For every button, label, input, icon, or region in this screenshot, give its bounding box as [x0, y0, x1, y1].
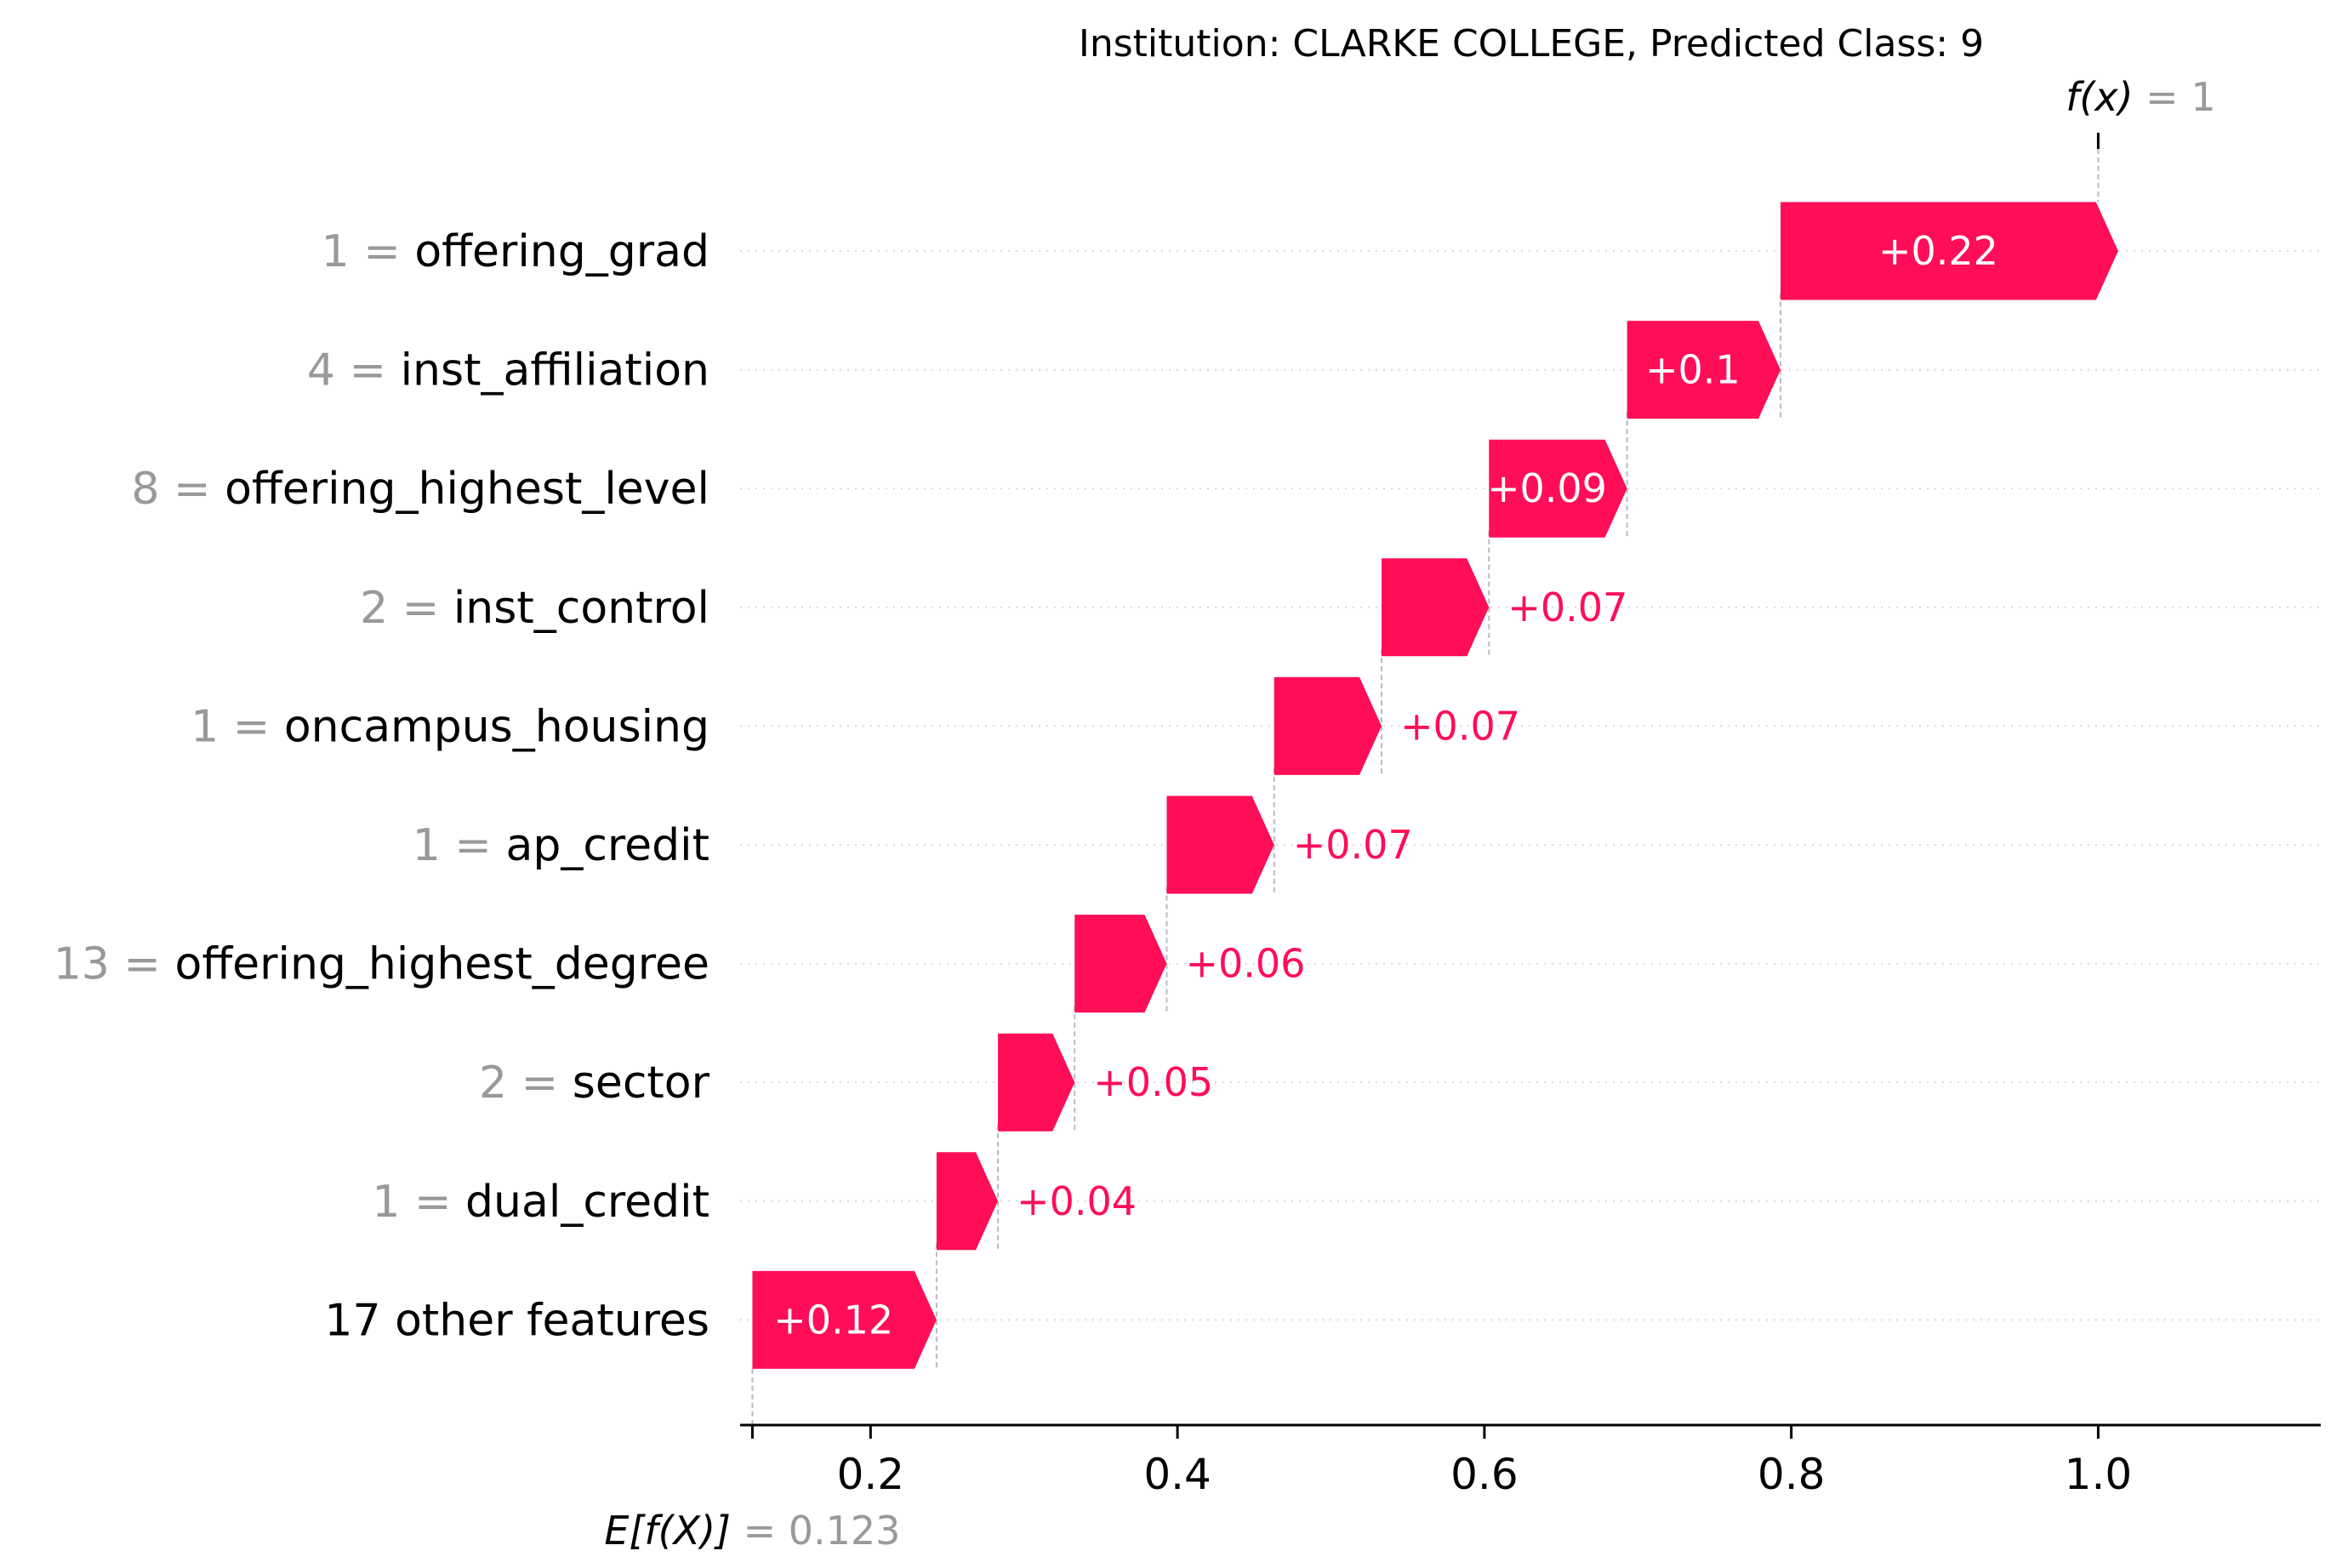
- feature-value: 8 =: [131, 464, 225, 515]
- shap-bar-sector: [998, 1033, 1075, 1132]
- contribution-label: +0.07: [1400, 703, 1520, 749]
- feature-name: dual_credit: [465, 1177, 709, 1228]
- contribution-label: +0.06: [1185, 941, 1305, 987]
- shap-bar-offering_highest_level: [1489, 439, 1627, 538]
- contribution-label: +0.07: [1293, 822, 1413, 868]
- feature-value: 1 =: [413, 820, 506, 871]
- x-axis: 0.2 0.4 0.6 0.8 1.0 E[f(X)] = 0.123 f(x) = 1: [604, 74, 2321, 1554]
- grid-layer: [740, 250, 2321, 1321]
- label-layer: +0.22 1 = offering_grad +0.1 4 = inst_affil…: [54, 226, 1998, 1346]
- output-value-label: f(x) = 1: [2066, 74, 2215, 120]
- feature-name: inst_affiliation: [401, 345, 709, 396]
- contribution-label: +0.22: [1878, 228, 1998, 274]
- x-tick-label: 0.6: [1450, 1450, 1519, 1499]
- feature-name: ap_credit: [505, 820, 709, 871]
- chart-title: Institution: CLARKE COLLEGE, Predicted C…: [1079, 22, 1984, 66]
- shap-bar-inst_control: [1382, 558, 1490, 657]
- feature-label: 1 = oncampus_housing: [191, 701, 709, 752]
- contribution-label: +0.05: [1093, 1059, 1213, 1105]
- shap-bar-offering_highest_degree: [1074, 915, 1167, 1013]
- feature-label: 1 = ap_credit: [413, 820, 709, 871]
- feature-value: 13 =: [54, 939, 175, 990]
- feature-label: 2 = inst_control: [360, 583, 709, 634]
- output-value-name: f(x): [2066, 74, 2145, 120]
- feature-name: 17 other features: [324, 1295, 709, 1346]
- output-value-number: = 1: [2145, 74, 2215, 120]
- feature-name: offering_highest_level: [225, 464, 709, 515]
- shap-bar-dual_credit: [936, 1152, 999, 1251]
- shap-bar-inst_affiliation: [1627, 321, 1781, 419]
- base-value-number: = 0.123: [744, 1508, 901, 1554]
- feature-value: 1 =: [372, 1177, 465, 1228]
- feature-label: 17 other features: [324, 1295, 709, 1346]
- feature-label: 2 = sector: [479, 1058, 710, 1109]
- contribution-label: +0.09: [1487, 465, 1607, 511]
- feature-label: 13 = offering_highest_degree: [54, 939, 709, 990]
- base-value-name: E[f(X)]: [604, 1508, 743, 1554]
- feature-value: 1 =: [322, 226, 415, 277]
- x-tick-label: 0.4: [1143, 1450, 1211, 1499]
- feature-value: 2 =: [479, 1058, 573, 1109]
- feature-value: 4 =: [307, 345, 401, 396]
- contribution-label: +0.12: [773, 1297, 893, 1343]
- feature-name: inst_control: [453, 583, 709, 634]
- feature-label: 1 = offering_grad: [322, 226, 709, 277]
- feature-label: 1 = dual_credit: [372, 1177, 709, 1228]
- base-value-label: E[f(X)] = 0.123: [604, 1508, 900, 1554]
- feature-name: sector: [573, 1058, 710, 1109]
- contribution-label: +0.07: [1507, 584, 1627, 630]
- x-tick-label: 0.2: [837, 1450, 905, 1499]
- feature-name: offering_highest_degree: [175, 939, 710, 990]
- connector-layer: [751, 133, 2100, 1425]
- x-tick-label: 0.8: [1758, 1450, 1826, 1499]
- shap-bar-17-other-features: [752, 1270, 937, 1369]
- x-tick-label: 1.0: [2065, 1450, 2133, 1499]
- shap-bar-oncampus_housing: [1274, 676, 1382, 775]
- shap-bar-offering_grad: [1781, 202, 2118, 300]
- contribution-label: +0.1: [1645, 347, 1741, 393]
- feature-name: oncampus_housing: [284, 701, 709, 752]
- contribution-label: +0.04: [1017, 1178, 1137, 1224]
- shap-bar-ap_credit: [1166, 795, 1274, 894]
- feature-name: offering_grad: [414, 226, 709, 277]
- feature-label: 8 = offering_highest_level: [131, 464, 709, 515]
- feature-label: 4 = inst_affiliation: [307, 345, 709, 396]
- feature-value: 1 =: [191, 701, 284, 752]
- bar-layer: [752, 202, 2118, 1369]
- feature-value: 2 =: [360, 583, 453, 634]
